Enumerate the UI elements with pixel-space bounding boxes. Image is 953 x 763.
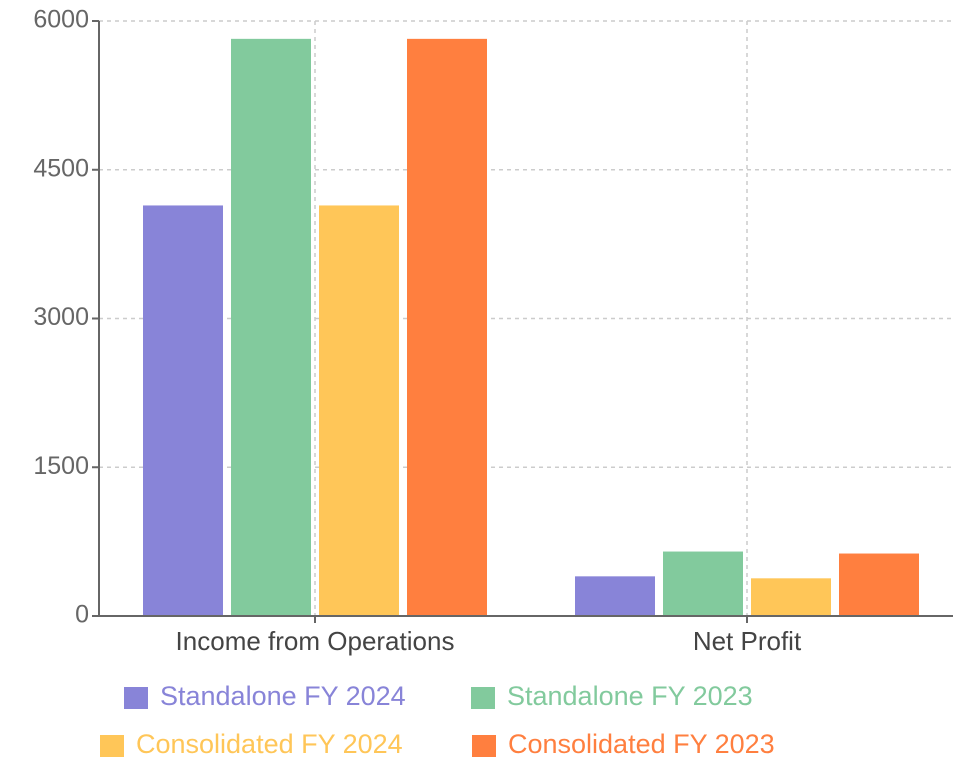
y-tick-label: 6000 xyxy=(33,6,89,34)
bar xyxy=(663,551,743,616)
legend-swatch xyxy=(472,735,496,757)
y-tick-label: 0 xyxy=(75,601,89,629)
legend-label: Consolidated FY 2023 xyxy=(508,729,775,759)
bar xyxy=(319,205,399,616)
bar xyxy=(751,578,831,616)
y-tick-label: 3000 xyxy=(33,303,89,331)
legend-swatch xyxy=(124,687,148,709)
bar xyxy=(143,205,223,616)
x-tick-label: Income from Operations xyxy=(176,626,455,656)
legend-label: Standalone FY 2024 xyxy=(160,681,406,711)
legend-label: Standalone FY 2023 xyxy=(507,681,753,711)
y-tick-label: 4500 xyxy=(33,154,89,182)
x-tick-label: Net Profit xyxy=(693,626,802,656)
legend-swatch xyxy=(471,687,495,709)
legend-label: Consolidated FY 2024 xyxy=(136,729,403,759)
bar xyxy=(407,38,487,617)
y-tick-label: 1500 xyxy=(33,452,89,480)
legend-swatch xyxy=(100,735,124,757)
bar xyxy=(231,38,311,617)
bar xyxy=(575,576,655,616)
bar xyxy=(839,553,919,616)
